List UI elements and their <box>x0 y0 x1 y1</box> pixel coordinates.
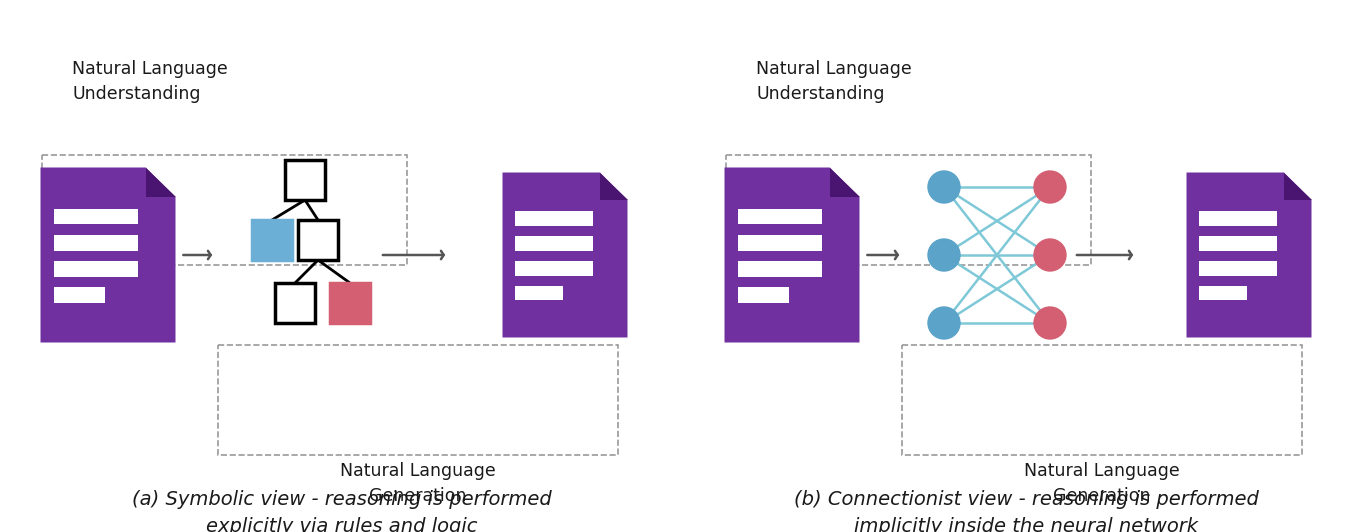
Circle shape <box>928 307 960 339</box>
Bar <box>1198 286 1246 301</box>
Bar <box>42 155 408 265</box>
Bar <box>53 287 105 303</box>
Polygon shape <box>146 168 175 197</box>
Polygon shape <box>1285 172 1312 200</box>
Bar <box>53 261 138 277</box>
Text: Natural Language
Understanding: Natural Language Understanding <box>757 60 911 103</box>
Circle shape <box>1034 307 1066 339</box>
Polygon shape <box>830 168 859 197</box>
FancyBboxPatch shape <box>252 220 291 260</box>
Bar <box>53 235 138 251</box>
Bar <box>1198 236 1276 251</box>
Bar <box>1198 211 1276 226</box>
Polygon shape <box>502 172 628 337</box>
Polygon shape <box>1186 172 1312 337</box>
Text: (a) Symbolic view - reasoning is performed
explicitly via rules and logic: (a) Symbolic view - reasoning is perform… <box>133 490 551 532</box>
Polygon shape <box>41 168 175 343</box>
FancyBboxPatch shape <box>330 283 369 323</box>
Bar <box>514 261 592 276</box>
Polygon shape <box>725 168 859 343</box>
Text: (b) Connectionist view - reasoning is performed
implicitly inside the neural net: (b) Connectionist view - reasoning is pe… <box>793 490 1259 532</box>
Bar <box>514 286 562 301</box>
FancyBboxPatch shape <box>275 283 315 323</box>
FancyBboxPatch shape <box>285 160 326 200</box>
Circle shape <box>1034 171 1066 203</box>
Bar <box>1198 261 1276 276</box>
Text: Natural Language
Generation: Natural Language Generation <box>1025 462 1179 505</box>
Bar <box>218 345 618 455</box>
Bar <box>726 155 1092 265</box>
Circle shape <box>1034 239 1066 271</box>
Bar <box>737 287 789 303</box>
Bar <box>514 236 592 251</box>
Circle shape <box>928 239 960 271</box>
Polygon shape <box>601 172 628 200</box>
Bar <box>53 209 138 225</box>
Text: Natural Language
Generation: Natural Language Generation <box>341 462 495 505</box>
Bar <box>737 209 822 225</box>
Bar <box>902 345 1302 455</box>
Bar <box>514 211 592 226</box>
Circle shape <box>928 171 960 203</box>
Bar <box>737 235 822 251</box>
FancyBboxPatch shape <box>298 220 338 260</box>
Text: Natural Language
Understanding: Natural Language Understanding <box>73 60 227 103</box>
Bar <box>737 261 822 277</box>
